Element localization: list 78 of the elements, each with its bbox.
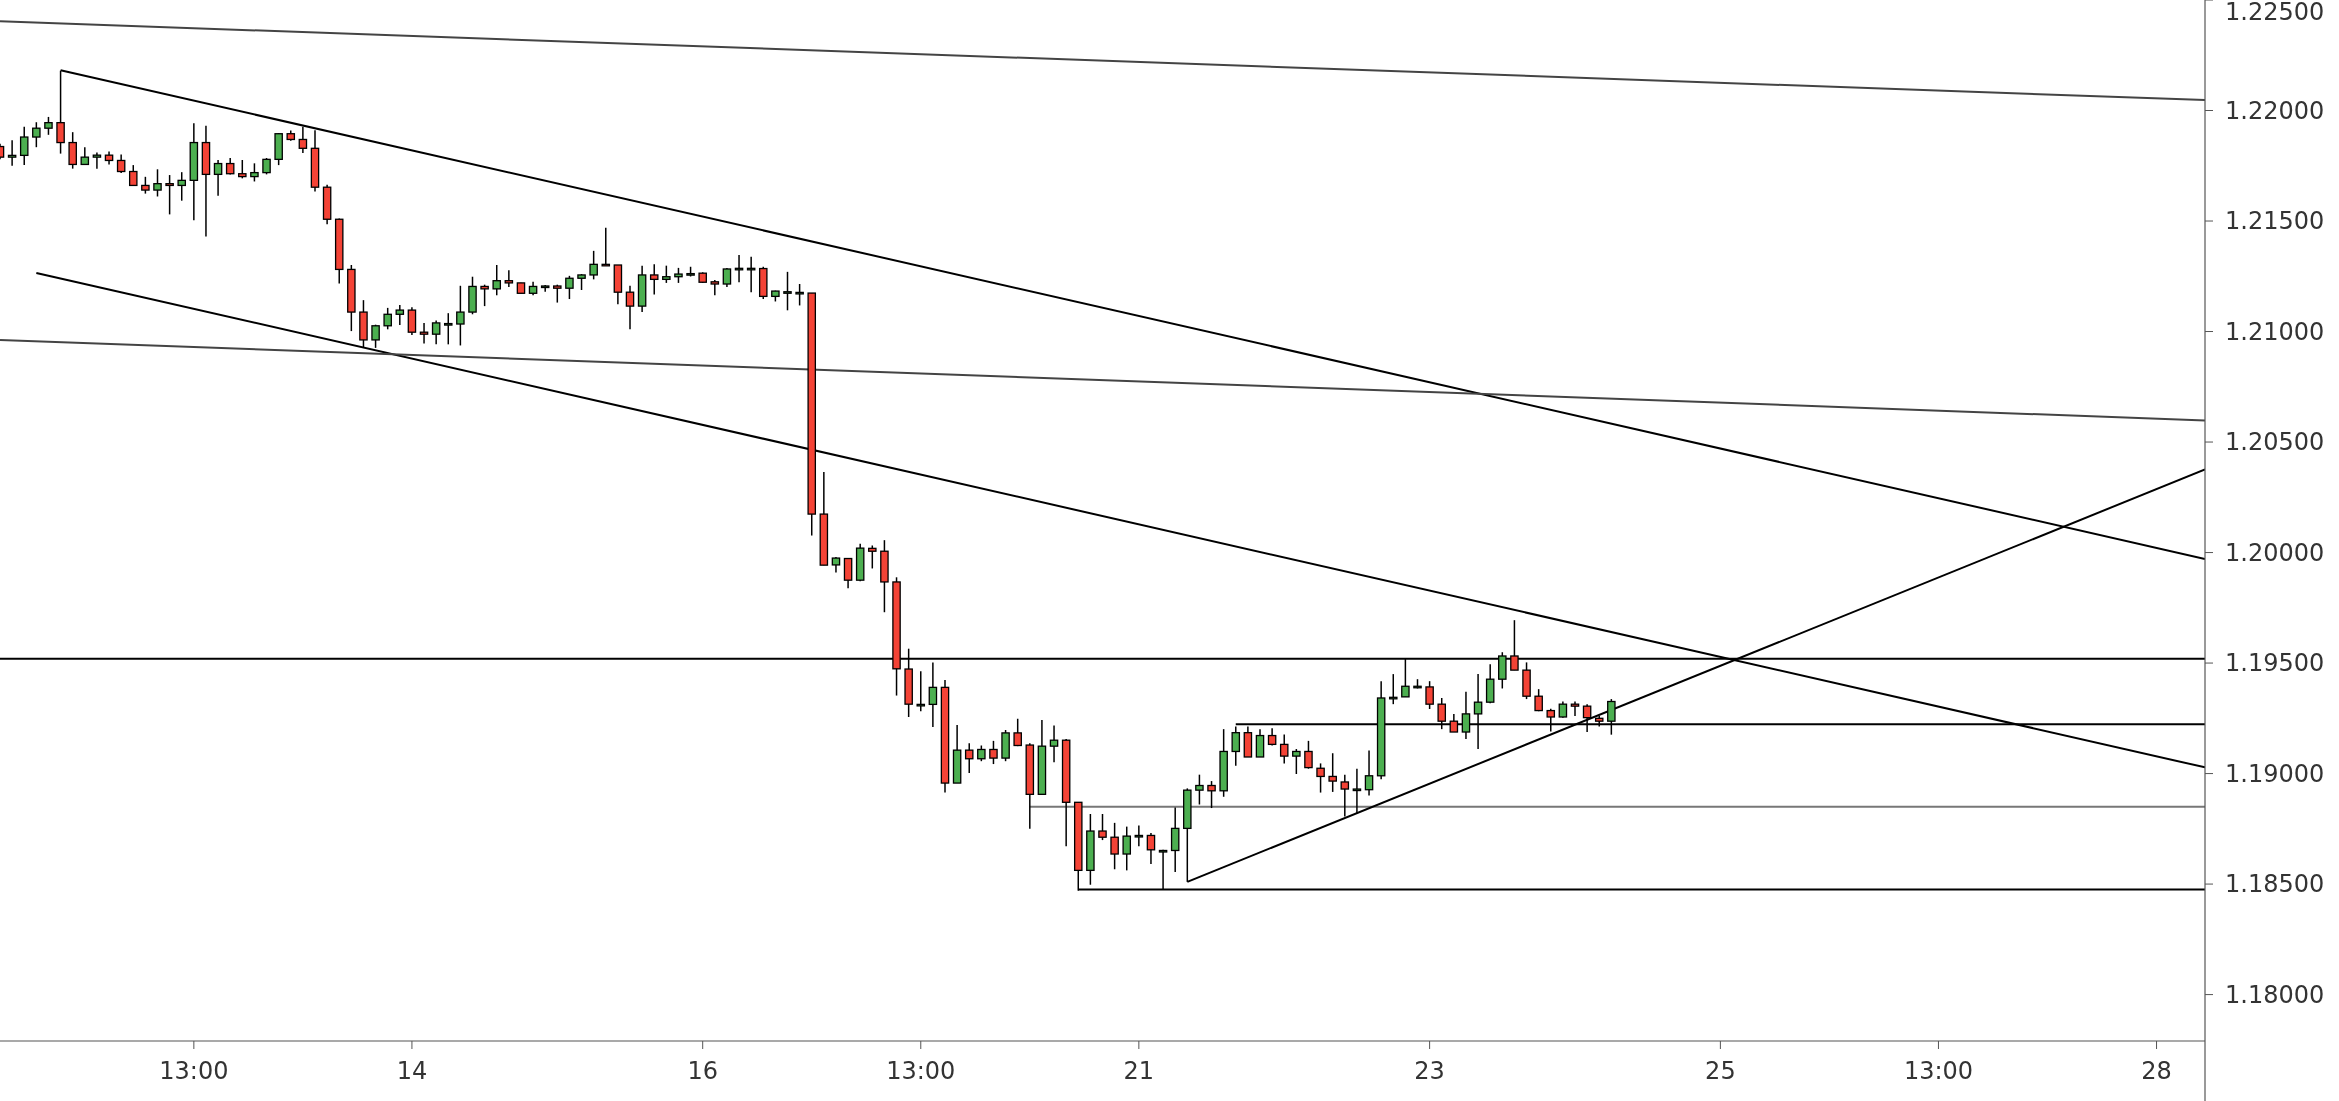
candlestick (1146, 832, 1156, 865)
candlestick (443, 312, 453, 346)
candlestick (649, 263, 659, 296)
candlestick (1292, 748, 1301, 775)
candlestick (383, 307, 392, 331)
candlestick (1207, 780, 1216, 809)
x-tick-label: 14 (396, 1057, 428, 1085)
x-tick-label: 23 (1414, 1057, 1445, 1085)
candlestick (1134, 824, 1144, 848)
candlestick (407, 306, 417, 336)
candlestick (1352, 767, 1362, 815)
x-tick-label: 25 (1705, 1057, 1736, 1085)
candlestick (843, 557, 853, 590)
candlestick (1425, 680, 1434, 710)
candlestick (128, 164, 138, 187)
candlestick (177, 171, 187, 202)
candlestick (1328, 752, 1337, 793)
candlestick (165, 174, 174, 216)
candlestick (1279, 733, 1289, 765)
candlestick (480, 283, 489, 307)
y-tick-label: 1.19000 (2225, 759, 2325, 788)
candlestick (625, 285, 635, 331)
candlestick (868, 544, 877, 570)
y-tick-label: 1.20000 (2225, 538, 2325, 567)
candlestick (116, 153, 126, 174)
candlestick (1013, 718, 1022, 747)
candlestick (32, 121, 41, 148)
candlestick (783, 271, 792, 312)
candlestick (1098, 813, 1107, 841)
y-tick-label: 1.18000 (2225, 980, 2325, 1009)
y-tick-label: 1.21000 (2225, 317, 2325, 346)
y-tick-label: 1.22500 (2225, 0, 2325, 27)
candlestick (153, 168, 162, 198)
candlestick (1122, 825, 1132, 872)
candlestick (795, 283, 804, 307)
x-tick-label: 13:00 (159, 1057, 229, 1085)
x-tick-label: 16 (687, 1057, 718, 1085)
candlestick (1340, 773, 1350, 818)
candlestick (250, 162, 259, 183)
candlestick (964, 742, 974, 774)
x-tick-label: 21 (1123, 1057, 1155, 1085)
candlestick (1170, 806, 1180, 873)
candlestick (1255, 728, 1265, 758)
candlestick (1485, 663, 1495, 705)
candlestick (989, 740, 998, 765)
y-tick-label: 1.18500 (2225, 870, 2325, 899)
x-tick-label: 13:00 (886, 1057, 956, 1085)
candlestick (710, 279, 720, 297)
candlestick (68, 131, 77, 170)
candlestick (213, 159, 223, 197)
candlestick (431, 319, 441, 346)
candlestick (19, 126, 29, 166)
candlestick (456, 285, 465, 347)
y-tick-label: 1.21500 (2225, 207, 2325, 236)
candlestick (298, 126, 308, 154)
candlestick (1570, 700, 1580, 717)
candlestick (1110, 822, 1119, 871)
candlestick (1316, 762, 1325, 794)
y-tick-label: 1.19500 (2225, 649, 2325, 678)
y-tick-label: 1.22000 (2225, 96, 2325, 125)
candlestick (492, 264, 502, 297)
candlestick (504, 269, 514, 288)
y-tick-label: 1.20500 (2225, 428, 2325, 457)
candlestick (589, 250, 598, 281)
candlestick (1364, 749, 1374, 797)
candlestick (7, 139, 17, 167)
candlestick (565, 275, 574, 300)
x-tick-label: 28 (2141, 1057, 2172, 1085)
candlestick (1195, 773, 1204, 806)
candlestick (1304, 740, 1313, 770)
candlestick (928, 661, 938, 728)
candlestick (395, 304, 405, 326)
candlestick (419, 322, 429, 345)
candlestick (916, 670, 926, 712)
candlestick (92, 151, 102, 170)
candlestick (238, 159, 247, 180)
candlestick (1049, 724, 1059, 764)
x-tick-label: 13:00 (1903, 1057, 1974, 1085)
